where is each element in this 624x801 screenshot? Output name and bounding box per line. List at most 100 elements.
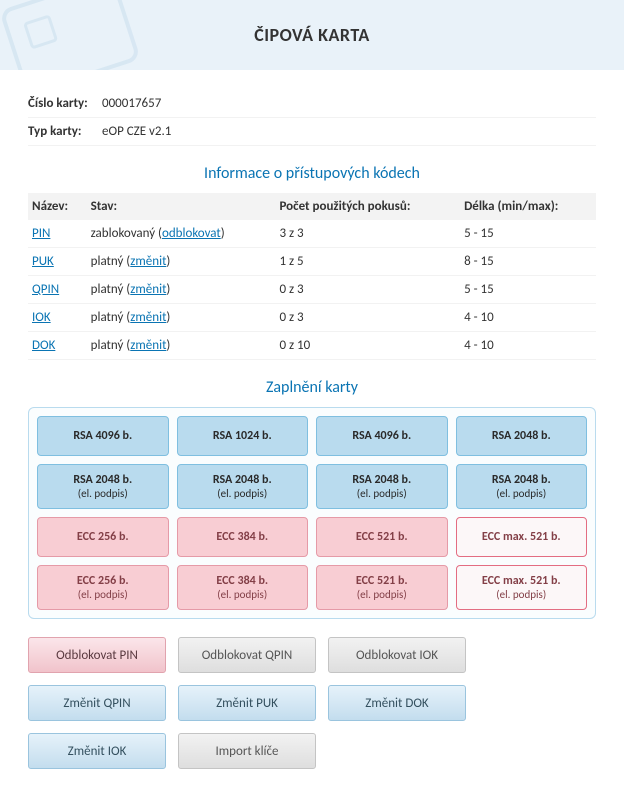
code-state-suffix: ) (166, 254, 170, 269)
key-slot[interactable]: ECC 384 b. (177, 517, 309, 557)
unblock-pin-button[interactable]: Odblokovat PIN (28, 637, 166, 673)
code-state-suffix: ) (221, 226, 225, 241)
code-length: 4 - 10 (460, 304, 596, 332)
table-row: PUKplatný (změnit)1 z 58 - 15 (28, 248, 596, 276)
card-icon (0, 0, 141, 70)
key-slot-title: ECC max. 521 b. (461, 574, 583, 588)
unblock-qpin-button[interactable]: Odblokovat QPIN (178, 637, 316, 673)
code-name-link[interactable]: PUK (32, 254, 54, 269)
code-state-suffix: ) (166, 282, 170, 297)
code-attempts: 0 z 3 (275, 276, 460, 304)
actions-row: Odblokovat PIN Odblokovat QPIN Odblokovat … (28, 637, 596, 673)
key-slot[interactable]: ECC max. 521 b.(el. podpis) (456, 565, 588, 610)
col-name: Název: (28, 193, 87, 220)
code-state-action-link[interactable]: odblokovat (162, 226, 221, 241)
code-state: zablokovaný (odblokovat) (87, 220, 276, 248)
key-slot[interactable]: ECC max. 521 b. (456, 517, 588, 557)
code-attempts: 3 z 3 (275, 220, 460, 248)
slots-row: ECC 256 b.(el. podpis)ECC 384 b.(el. pod… (37, 565, 587, 610)
card-number-value: 000017657 (98, 96, 161, 111)
code-state-action-link[interactable]: změnit (130, 338, 166, 353)
code-state-prefix: platný ( (91, 282, 131, 297)
code-length: 4 - 10 (460, 332, 596, 360)
code-state: platný (změnit) (87, 276, 276, 304)
import-key-button[interactable]: Import klíče (178, 733, 316, 769)
key-slot-title: RSA 4096 b. (321, 429, 443, 443)
card-type-label: Typ karty: (28, 124, 98, 139)
code-state-action-link[interactable]: změnit (130, 310, 166, 325)
key-slot[interactable]: RSA 4096 b. (37, 416, 169, 456)
code-name-link[interactable]: IOK (32, 310, 51, 325)
key-slot[interactable]: RSA 2048 b.(el. podpis) (177, 464, 309, 509)
key-slot-title: RSA 2048 b. (461, 429, 583, 443)
key-slot[interactable]: RSA 2048 b.(el. podpis) (456, 464, 588, 509)
key-slot-title: RSA 4096 b. (42, 429, 164, 443)
change-dok-button[interactable]: Změnit DOK (328, 685, 466, 721)
codes-table: Název: Stav: Počet použitých pokusů: Dél… (28, 193, 596, 360)
code-name-link[interactable]: PIN (32, 226, 50, 241)
key-slot[interactable]: ECC 384 b.(el. podpis) (177, 565, 309, 610)
meta-row-card-type: Typ karty: eOP CZE v2.1 (28, 118, 596, 146)
slots-row: ECC 256 b.ECC 384 b. ECC 521 b. ECC max. 5… (37, 517, 587, 557)
key-slot[interactable]: RSA 4096 b. (316, 416, 448, 456)
code-state: platný (změnit) (87, 248, 276, 276)
actions-row: Změnit IOK Import klíče (28, 733, 596, 769)
table-row: QPINplatný (změnit)0 z 35 - 15 (28, 276, 596, 304)
slots-row: RSA 4096 b. RSA 1024 b. RSA 4096 b. RSA 204… (37, 416, 587, 456)
code-length: 8 - 15 (460, 248, 596, 276)
code-state-suffix: ) (166, 338, 170, 353)
key-slot-title: ECC 256 b. (42, 574, 164, 588)
key-slot[interactable]: RSA 2048 b.(el. podpis) (37, 464, 169, 509)
slots-grid: RSA 4096 b. RSA 1024 b. RSA 4096 b. RSA 204… (28, 407, 596, 619)
change-puk-button[interactable]: Změnit PUK (178, 685, 316, 721)
change-iok-button[interactable]: Změnit IOK (28, 733, 166, 769)
code-attempts: 0 z 10 (275, 332, 460, 360)
code-state: platný (změnit) (87, 304, 276, 332)
unblock-iok-button[interactable]: Odblokovat IOK (328, 637, 466, 673)
table-row: IOKplatný (změnit)0 z 34 - 10 (28, 304, 596, 332)
code-length: 5 - 15 (460, 220, 596, 248)
table-row: DOK platný (změnit) 0 z 104 - 10 (28, 332, 596, 360)
key-slot-title: ECC 521 b. (321, 574, 443, 588)
code-state-prefix: platný ( (91, 338, 131, 353)
key-slot-sub: (el. podpis) (461, 588, 583, 601)
key-slot[interactable]: ECC 256 b. (37, 517, 169, 557)
key-slot-title: RSA 2048 b. (461, 473, 583, 487)
key-slot-title: ECC max. 521 b. (461, 530, 583, 544)
key-slot-sub: (el. podpis) (461, 487, 583, 500)
code-state-prefix: platný ( (91, 310, 131, 325)
change-qpin-button[interactable]: Změnit QPIN (28, 685, 166, 721)
slots-row: RSA 2048 b.(el. podpis)RSA 2048 b.(el. p… (37, 464, 587, 509)
code-state-action-link[interactable]: změnit (130, 282, 166, 297)
key-slot[interactable]: RSA 2048 b. (456, 416, 588, 456)
key-slot-title: RSA 2048 b. (321, 473, 443, 487)
key-slot[interactable]: RSA 2048 b.(el. podpis) (316, 464, 448, 509)
key-slot-sub: (el. podpis) (321, 487, 443, 500)
key-slot[interactable]: ECC 521 b.(el. podpis) (316, 565, 448, 610)
code-attempts: 0 z 3 (275, 304, 460, 332)
actions-row: Změnit QPIN Změnit PUK Změnit DOK (28, 685, 596, 721)
col-attempts: Počet použitých pokusů: (275, 193, 460, 220)
col-state: Stav: (87, 193, 276, 220)
key-slot-title: ECC 384 b. (182, 574, 304, 588)
content-area: Číslo karty: 000017657 Typ karty: eOP CZ… (0, 70, 624, 801)
table-row: PIN zablokovaný (odblokovat)3 z 35 - 15 (28, 220, 596, 248)
key-slot-sub: (el. podpis) (42, 588, 164, 601)
actions-area: Odblokovat PIN Odblokovat QPIN Odblokovat … (28, 637, 596, 769)
key-slot-title: ECC 521 b. (321, 530, 443, 544)
key-slot[interactable]: ECC 256 b.(el. podpis) (37, 565, 169, 610)
code-attempts: 1 z 5 (275, 248, 460, 276)
key-slot-title: RSA 1024 b. (182, 429, 304, 443)
code-state-prefix: platný ( (91, 254, 131, 269)
code-name-link[interactable]: DOK (32, 338, 55, 353)
code-state-action-link[interactable]: změnit (130, 254, 166, 269)
slots-section-title: Zaplnění karty (28, 378, 596, 397)
key-slot[interactable]: RSA 1024 b. (177, 416, 309, 456)
card-type-value: eOP CZE v2.1 (98, 124, 171, 139)
codes-section-title: Informace o přístupových kódech (28, 164, 596, 183)
code-name-link[interactable]: QPIN (32, 282, 59, 297)
key-slot[interactable]: ECC 521 b. (316, 517, 448, 557)
code-length: 5 - 15 (460, 276, 596, 304)
code-state-suffix: ) (166, 310, 170, 325)
page-header: ČIPOVÁ KARTA (0, 0, 624, 70)
